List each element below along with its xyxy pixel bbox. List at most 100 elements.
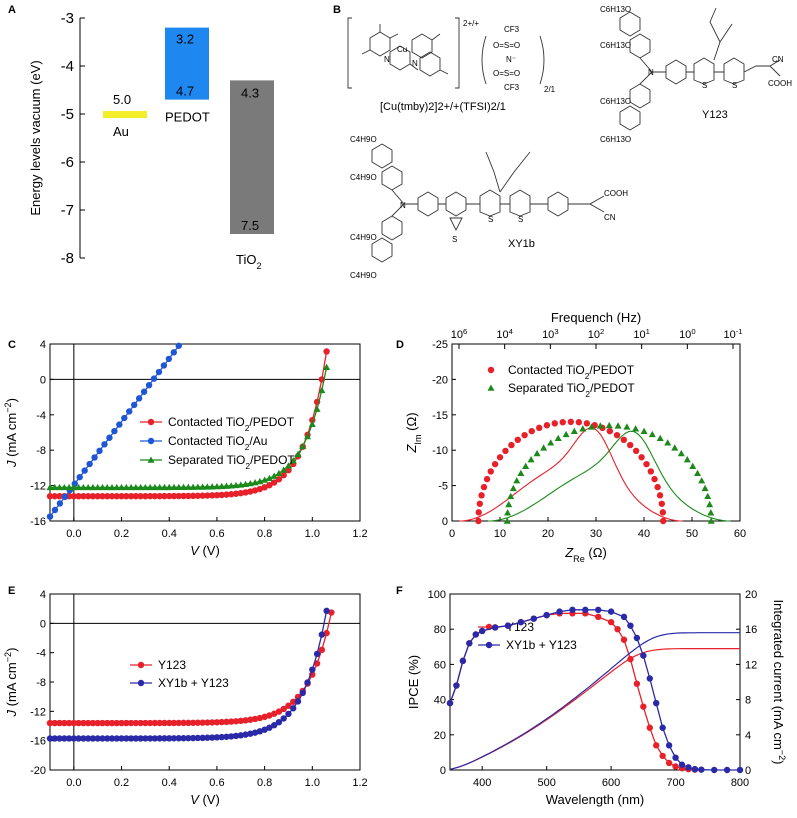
- data-point: [223, 491, 230, 498]
- data-point: [543, 611, 550, 619]
- data-point: [503, 517, 511, 524]
- legend-label: XY1b + Y123: [158, 676, 229, 690]
- data-point: [521, 431, 528, 439]
- fit-line: [459, 427, 683, 522]
- panel-a-tick-label: -8: [61, 250, 74, 267]
- data-point: [151, 492, 159, 500]
- data-point: [56, 500, 64, 507]
- data-point: [175, 735, 182, 742]
- data-point: [318, 646, 326, 654]
- xy1b-label: XY1b: [508, 238, 535, 250]
- y-tick-label: -10: [432, 445, 448, 457]
- data-point: [502, 447, 509, 455]
- data-point: [694, 469, 702, 477]
- data-point: [145, 381, 153, 389]
- data-point: [140, 388, 148, 395]
- data-point: [180, 719, 187, 727]
- data-point: [222, 482, 230, 489]
- data-point: [633, 634, 641, 642]
- data-point: [701, 484, 709, 492]
- data-point: [614, 626, 621, 633]
- legend-marker: [137, 679, 145, 687]
- panel-a-tick-label: -3: [61, 10, 74, 27]
- data-point: [185, 719, 192, 727]
- cf3-bottom: CF3: [504, 83, 520, 92]
- data-point: [84, 483, 92, 491]
- data-point: [51, 493, 58, 500]
- data-point: [632, 447, 640, 455]
- data-point: [141, 483, 149, 491]
- legend-marker: [147, 418, 155, 426]
- data-point: [151, 719, 159, 727]
- data-point: [75, 719, 82, 727]
- data-point: [70, 493, 78, 500]
- data-point: [290, 698, 297, 705]
- n-atom: N: [412, 59, 418, 68]
- data-point: [61, 719, 68, 727]
- data-point: [309, 666, 316, 673]
- tio2-top-label: 4.3: [241, 85, 259, 100]
- data-point: [46, 513, 54, 520]
- panel-b-label: B: [333, 4, 341, 16]
- top-tick-label: 103: [542, 327, 559, 342]
- data-point: [175, 492, 182, 500]
- data-point: [104, 735, 111, 742]
- data-point: [570, 427, 578, 434]
- x-tick-label: 0.8: [257, 777, 272, 789]
- data-point: [213, 491, 221, 499]
- top-tick-label: 104: [496, 327, 513, 342]
- y123-s: S: [702, 81, 707, 90]
- panel-f-plot: 400 500 600 700 800020406080100048121620Wave…: [406, 589, 787, 807]
- data-point: [89, 719, 97, 727]
- data-point: [318, 386, 326, 394]
- data-point: [65, 483, 73, 491]
- data-point: [251, 715, 259, 723]
- data-point: [204, 734, 211, 741]
- data-point: [56, 493, 63, 500]
- data-point: [706, 500, 714, 508]
- cu-complex-label: [Cu(tmby)2]2+/+(TFSI)2/1: [380, 101, 506, 113]
- data-point: [127, 719, 135, 727]
- data-point: [280, 466, 288, 473]
- data-point: [156, 483, 164, 491]
- data-point: [156, 492, 163, 500]
- fit-line: [487, 430, 731, 522]
- data-point: [104, 719, 111, 727]
- data-point: [453, 682, 460, 689]
- data-point: [658, 500, 665, 507]
- data-point: [656, 434, 664, 442]
- data-point: [146, 735, 154, 742]
- data-point: [517, 469, 525, 477]
- data-point: [509, 484, 517, 492]
- y-axis-label: IPCE (%): [406, 655, 421, 709]
- data-point: [562, 430, 570, 438]
- data-point: [151, 735, 159, 742]
- data-point: [280, 715, 287, 722]
- data-point: [559, 419, 566, 426]
- data-point: [313, 405, 321, 412]
- data-point: [677, 449, 685, 457]
- xy1b-n: N: [400, 201, 406, 210]
- legend-label: Contacted TiO2/PEDOT: [168, 415, 295, 433]
- y-tick-label: -16: [30, 516, 46, 528]
- y-tick-label: -20: [432, 374, 448, 386]
- data-point: [323, 607, 330, 615]
- data-point: [228, 718, 235, 725]
- y2-tick-label: 4: [745, 730, 751, 742]
- x-tick-label: 700: [666, 777, 684, 789]
- data-point: [653, 699, 660, 707]
- ipce-line: [449, 609, 740, 771]
- panel-a-tick-label: -6: [61, 154, 74, 171]
- data-point: [108, 483, 116, 491]
- bracket-left: [347, 17, 352, 89]
- data-point: [514, 436, 522, 444]
- data-point: [127, 735, 135, 742]
- data-point: [289, 457, 297, 464]
- data-point: [46, 735, 54, 742]
- data-point: [156, 735, 163, 742]
- plot-frame: [449, 593, 741, 771]
- data-point: [256, 714, 264, 722]
- data-point: [46, 493, 54, 500]
- y-tick-label: -16: [30, 736, 46, 748]
- data-point: [84, 493, 92, 500]
